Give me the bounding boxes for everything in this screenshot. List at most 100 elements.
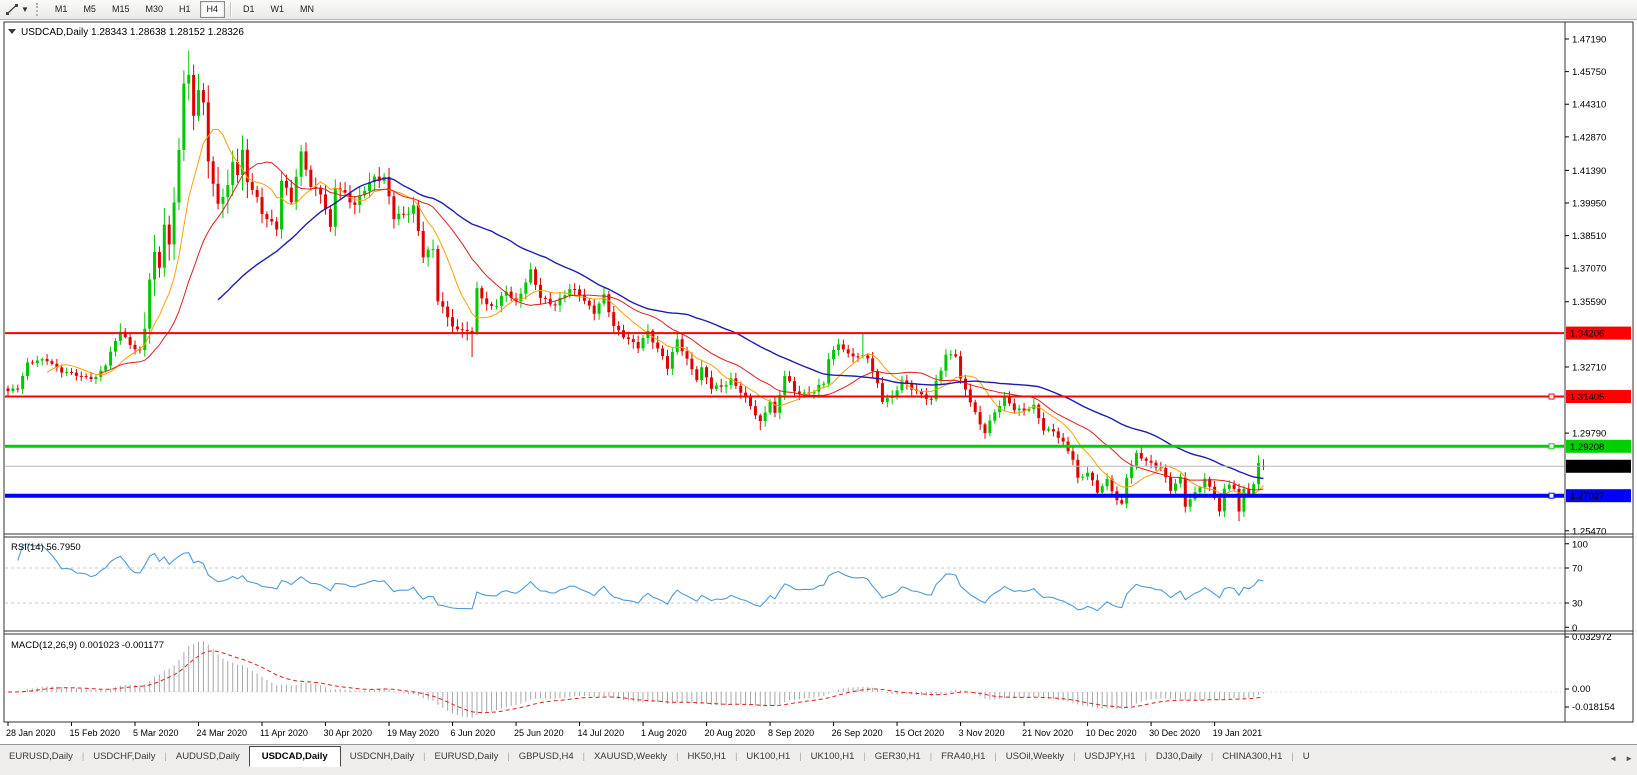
price-chart-canvas[interactable]: 1.47190 1.45750 1.44310 1.42870 1.41390 1.399… <box>0 20 1637 744</box>
tab-uk100-h1[interactable]: UK100,H1 <box>810 751 855 762</box>
tab-separator: | <box>799 751 802 761</box>
svg-text:28 Jan 2020: 28 Jan 2020 <box>6 728 56 738</box>
toolbar-grip[interactable] <box>35 3 41 16</box>
tab-separator: | <box>1291 751 1294 761</box>
tab-separator: | <box>863 751 866 761</box>
svg-text:30 Apr 2020: 30 Apr 2020 <box>324 728 373 738</box>
timeframe-h4-button[interactable]: H4 <box>199 1 226 18</box>
svg-text:1.32710: 1.32710 <box>1572 362 1606 373</box>
ma-fast-line <box>46 128 1264 496</box>
symbol-tab-bar: EURUSD,Daily | USDCHF,Daily | AUDUSD,Daily US… <box>0 744 1637 775</box>
svg-text:1.38510: 1.38510 <box>1572 231 1606 242</box>
tab-uk100-h1[interactable]: UK100,H1 <box>746 751 791 762</box>
tab-usdjpy-h1[interactable]: USDJPY,H1 <box>1084 751 1136 762</box>
macd-label: MACD(12,26,9) 0.001023 -0.001177 <box>11 640 164 651</box>
level-line-1.27027[interactable] <box>5 492 1564 499</box>
svg-text:5 Mar 2020: 5 Mar 2020 <box>133 728 179 738</box>
tab-fra40-h1[interactable]: FRA40,H1 <box>941 751 986 762</box>
tab-separator: | <box>507 751 510 761</box>
price-axis[interactable]: 1.47190 1.45750 1.44310 1.42870 1.41390 1.399… <box>1565 35 1631 538</box>
svg-text:19 May 2020: 19 May 2020 <box>387 728 439 738</box>
chart-title-collapse-icon[interactable] <box>8 29 16 34</box>
tab-xauusd-weekly[interactable]: XAUUSD,Weekly <box>593 751 668 762</box>
level-lines-layer <box>5 332 1564 499</box>
date-axis[interactable]: 28 Jan 2020 15 Feb 2020 5 Mar 2020 24 Mar 2… <box>6 722 1262 738</box>
tab-separator: | <box>81 751 85 761</box>
price-badge-1.34206: 1.34206 <box>1566 326 1631 340</box>
tab-separator: | <box>1210 751 1214 761</box>
tabs-scroll-left-button[interactable]: ◄ <box>1609 753 1618 763</box>
tab-separator: | <box>1144 751 1147 761</box>
rsi-line <box>17 543 1264 612</box>
tab-usdcad-daily[interactable]: USDCAD,Daily <box>248 746 341 767</box>
rsi-label: RSI(14) 56.7950 <box>11 542 81 553</box>
timeframe-w1-button[interactable]: W1 <box>270 4 285 14</box>
tab-ger30-h1[interactable]: GER30,H1 <box>874 751 921 762</box>
svg-text:21 Nov 2020: 21 Nov 2020 <box>1022 728 1073 738</box>
timeframe-m15-button[interactable]: M15 <box>111 4 130 14</box>
level-handle <box>1548 393 1555 400</box>
price-badge-1.29208: 1.29208 <box>1566 439 1631 453</box>
tab-china300-h1[interactable]: CHINA300,H1 <box>1222 751 1283 762</box>
tab-hk50-h1[interactable]: HK50,H1 <box>687 751 727 762</box>
svg-text:1.34206: 1.34206 <box>1570 329 1604 340</box>
tab-usdchf-daily[interactable]: USDCHF,Daily <box>93 751 156 762</box>
tab-separator: | <box>929 751 933 761</box>
tab-partial[interactable]: U <box>1302 751 1310 762</box>
svg-text:20 Aug 2020: 20 Aug 2020 <box>705 728 756 738</box>
svg-text:1 Aug 2020: 1 Aug 2020 <box>641 728 687 738</box>
price-badge-1.28326: 1.28326 <box>1566 459 1631 473</box>
svg-text:1.29208: 1.29208 <box>1570 442 1604 453</box>
svg-text:1.42870: 1.42870 <box>1572 132 1606 143</box>
svg-text:1.41390: 1.41390 <box>1572 166 1606 177</box>
ma-slow-line <box>217 177 1264 480</box>
svg-text:10 Dec 2020: 10 Dec 2020 <box>1086 728 1137 738</box>
timeframe-m30-button[interactable]: M30 <box>145 4 163 14</box>
level-handle <box>1548 492 1555 499</box>
level-line-1.29208[interactable] <box>5 443 1564 450</box>
svg-text:1.28326: 1.28326 <box>1570 462 1604 473</box>
svg-text:1.37070: 1.37070 <box>1572 264 1606 275</box>
level-line-1.31405[interactable] <box>5 393 1564 400</box>
svg-text:-0.018154: -0.018154 <box>1572 702 1615 713</box>
tab-separator: | <box>994 751 997 761</box>
tab-eurusd-daily[interactable]: EURUSD,Daily <box>434 751 499 762</box>
svg-text:1.31405: 1.31405 <box>1570 392 1604 403</box>
svg-text:1.45750: 1.45750 <box>1572 67 1606 78</box>
price-badge-1.31405: 1.31405 <box>1566 390 1631 404</box>
svg-text:1.39950: 1.39950 <box>1572 198 1606 209</box>
timeframe-d1-button[interactable]: D1 <box>243 4 255 14</box>
tab-usoil-weekly[interactable]: USOil,Weekly <box>1005 751 1065 762</box>
tab-separator: | <box>676 751 679 761</box>
svg-text:8 Sep 2020: 8 Sep 2020 <box>768 728 814 738</box>
svg-text:0.032972: 0.032972 <box>1572 632 1612 643</box>
macd-histogram <box>12 641 1264 718</box>
tab-usdcnh-daily[interactable]: USDCNH,Daily <box>349 751 415 762</box>
tab-eurusd-daily[interactable]: EURUSD,Daily <box>9 751 73 762</box>
svg-text:1.27027: 1.27027 <box>1570 491 1604 502</box>
macd-panel: 0.032972 0.00 -0.018154 <box>5 632 1615 718</box>
timeframe-mn-button[interactable]: MN <box>300 4 315 14</box>
panel-borders <box>3 21 1634 723</box>
tab-audusd-daily[interactable]: AUDUSD,Daily <box>175 751 240 762</box>
rsi-panel: 100 70 30 0 <box>5 539 1588 634</box>
timeframe-h1-button[interactable]: H1 <box>178 4 191 14</box>
timeframe-m5-button[interactable]: M5 <box>83 4 96 14</box>
tab-gbpusd-h4[interactable]: GBPUSD,H4 <box>518 751 574 762</box>
level-handle <box>1548 443 1555 450</box>
svg-text:0.00: 0.00 <box>1572 684 1591 695</box>
svg-text:30: 30 <box>1572 599 1583 610</box>
svg-text:11 Apr 2020: 11 Apr 2020 <box>260 728 308 738</box>
svg-text:14 Jul 2020: 14 Jul 2020 <box>578 728 625 738</box>
tab-separator: | <box>423 751 426 761</box>
chart-tool-icon[interactable] <box>3 2 21 17</box>
timeframe-m1-button[interactable]: M1 <box>54 4 68 14</box>
tabs-scroll-right-button[interactable]: ► <box>1625 753 1633 763</box>
svg-text:26 Sep 2020: 26 Sep 2020 <box>832 728 883 738</box>
tab-dj30-daily[interactable]: DJ30,Daily <box>1155 751 1202 762</box>
svg-text:1.35590: 1.35590 <box>1572 297 1606 308</box>
svg-text:25 Jun 2020: 25 Jun 2020 <box>514 728 564 738</box>
tool-dropdown-arrow[interactable]: ▼ <box>21 5 29 14</box>
tab-separator: | <box>164 751 167 761</box>
svg-text:19 Jan 2021: 19 Jan 2021 <box>1213 728 1263 738</box>
